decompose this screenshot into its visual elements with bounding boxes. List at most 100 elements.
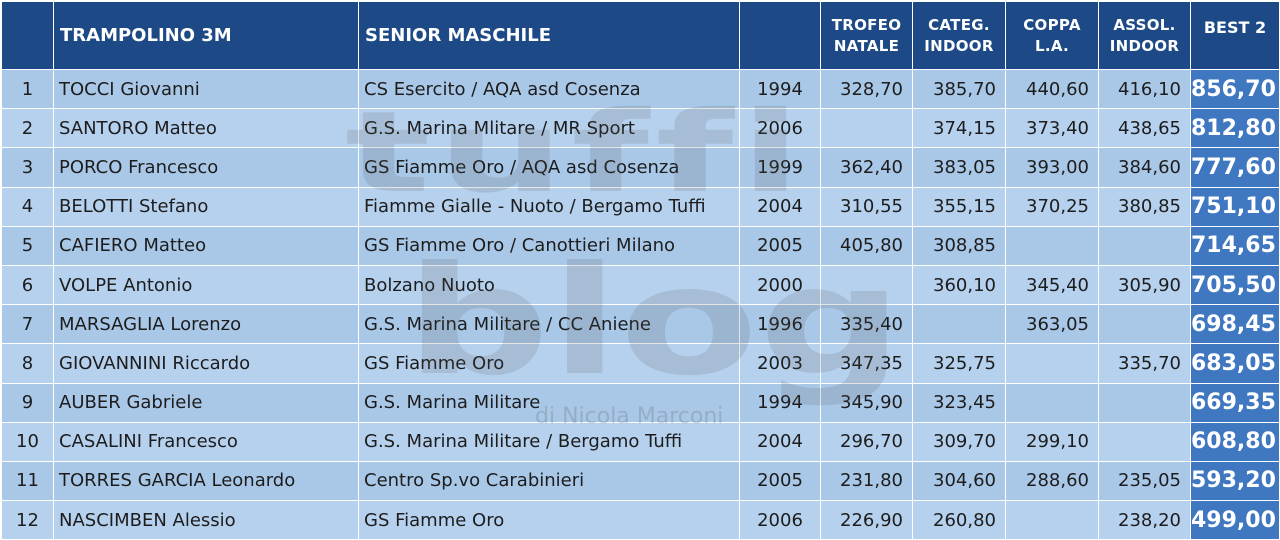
row-position: 3: [1, 147, 54, 188]
club-name: G.S. Marina Militare / Bergamo Tuffi: [358, 421, 740, 462]
header-assol-line2: INDOOR: [1109, 36, 1180, 55]
birth-year: 1999: [739, 147, 821, 188]
score-trofeo-natale: 347,35: [820, 343, 913, 384]
score-assol-indoor: 305,90: [1098, 264, 1191, 306]
club-name: GS Fiamme Oro / AQA asd Cosenza: [358, 147, 740, 188]
score-trofeo-natale: [820, 264, 913, 306]
row-position: 9: [1, 382, 54, 423]
score-assol-indoor: [1098, 304, 1191, 345]
score-trofeo-natale: 310,55: [820, 186, 913, 227]
athlete-name: SANTORO Matteo: [53, 108, 359, 149]
athlete-name: CAFIERO Matteo: [53, 225, 359, 266]
score-assol-indoor: 416,10: [1098, 68, 1191, 110]
score-categ-indoor: 323,45: [912, 382, 1006, 423]
score-categ-indoor: 374,15: [912, 108, 1006, 149]
athlete-name: GIOVANNINI Riccardo: [53, 343, 359, 384]
table-row: 9 AUBER Gabriele G.S. Marina Militare 1994 3…: [1, 382, 1280, 423]
athlete-name: TOCCI Giovanni: [53, 68, 359, 110]
birth-year: 1996: [739, 304, 821, 345]
score-assol-indoor: 335,70: [1098, 343, 1191, 384]
score-categ-indoor: 355,15: [912, 186, 1006, 227]
table-row: 7 MARSAGLIA Lorenzo G.S. Marina Militare /…: [1, 304, 1280, 345]
score-best2: 608,80: [1190, 421, 1280, 462]
header-row: TRAMPOLINO 3M SENIOR MASCHILE TROFEO NATA…: [1, 1, 1280, 70]
score-coppa-la: 363,05: [1005, 304, 1099, 345]
score-coppa-la: [1005, 343, 1099, 384]
score-trofeo-natale: 226,90: [820, 500, 913, 540]
header-coppa-la: COPPA L.A.: [1005, 1, 1099, 70]
birth-year: 1994: [739, 68, 821, 110]
score-coppa-la: [1005, 382, 1099, 423]
row-position: 5: [1, 225, 54, 266]
score-coppa-la: 345,40: [1005, 264, 1099, 306]
athlete-name: AUBER Gabriele: [53, 382, 359, 423]
score-coppa-la: 370,25: [1005, 186, 1099, 227]
club-name: G.S. Marina Militare / CC Aniene: [358, 304, 740, 345]
header-trofeo-line2: NATALE: [833, 36, 900, 55]
header-coppa-line1: COPPA: [1023, 15, 1081, 34]
header-assol-indoor: ASSOL. INDOOR: [1098, 1, 1191, 70]
club-name: GS Fiamme Oro / Canottieri Milano: [358, 225, 740, 266]
club-name: GS Fiamme Oro: [358, 343, 740, 384]
score-best2: 751,10: [1190, 186, 1280, 227]
birth-year: 2005: [739, 225, 821, 266]
score-categ-indoor: [912, 304, 1006, 345]
row-position: 4: [1, 186, 54, 227]
header-assol-line1: ASSOL.: [1113, 15, 1176, 34]
header-categ-line2: INDOOR: [924, 36, 994, 55]
score-categ-indoor: 304,60: [912, 460, 1006, 502]
score-categ-indoor: 385,70: [912, 68, 1006, 110]
score-best2: 705,50: [1190, 264, 1280, 306]
score-categ-indoor: 260,80: [912, 500, 1006, 540]
score-coppa-la: 373,40: [1005, 108, 1099, 149]
table-row: 6 VOLPE Antonio Bolzano Nuoto 2000 360,10 345…: [1, 264, 1280, 306]
score-trofeo-natale: 328,70: [820, 68, 913, 110]
header-category: SENIOR MASCHILE: [358, 1, 740, 70]
row-position: 2: [1, 108, 54, 149]
score-assol-indoor: 238,20: [1098, 500, 1191, 540]
score-assol-indoor: [1098, 382, 1191, 423]
header-event: TRAMPOLINO 3M: [53, 1, 359, 70]
score-trofeo-natale: [820, 108, 913, 149]
birth-year: 2006: [739, 108, 821, 149]
birth-year: 2000: [739, 264, 821, 306]
score-best2: 812,80: [1190, 108, 1280, 149]
athlete-name: BELOTTI Stefano: [53, 186, 359, 227]
table-row: 11 TORRES GARCIA Leonardo Centro Sp.vo Car…: [1, 460, 1280, 502]
athlete-name: CASALINI Francesco: [53, 421, 359, 462]
header-trofeo-natale: TROFEO NATALE: [820, 1, 913, 70]
score-assol-indoor: [1098, 421, 1191, 462]
club-name: Centro Sp.vo Carabinieri: [358, 460, 740, 502]
table-row: 1 TOCCI Giovanni CS Esercito / AQA asd Cos…: [1, 68, 1280, 110]
row-position: 11: [1, 460, 54, 502]
score-assol-indoor: 384,60: [1098, 147, 1191, 188]
club-name: Fiamme Gialle - Nuoto / Bergamo Tuffi: [358, 186, 740, 227]
score-assol-indoor: 235,05: [1098, 460, 1191, 502]
birth-year: 2005: [739, 460, 821, 502]
score-categ-indoor: 308,85: [912, 225, 1006, 266]
score-coppa-la: 288,60: [1005, 460, 1099, 502]
score-trofeo-natale: 296,70: [820, 421, 913, 462]
score-coppa-la: 440,60: [1005, 68, 1099, 110]
birth-year: 2006: [739, 500, 821, 540]
table-row: 2 SANTORO Matteo G.S. Marina Mlitare / MR …: [1, 108, 1280, 149]
score-best2: 499,00: [1190, 500, 1280, 540]
header-coppa-line2: L.A.: [1034, 36, 1070, 55]
score-coppa-la: 393,00: [1005, 147, 1099, 188]
score-trofeo-natale: 362,40: [820, 147, 913, 188]
table-row: 5 CAFIERO Matteo GS Fiamme Oro / Canottier…: [1, 225, 1280, 266]
header-categ-indoor: CATEG. INDOOR: [912, 1, 1006, 70]
score-trofeo-natale: 345,90: [820, 382, 913, 423]
score-best2: 669,35: [1190, 382, 1280, 423]
header-year: [739, 1, 821, 70]
score-categ-indoor: 360,10: [912, 264, 1006, 306]
score-assol-indoor: [1098, 225, 1191, 266]
athlete-name: PORCO Francesco: [53, 147, 359, 188]
score-best2: 777,60: [1190, 147, 1280, 188]
score-trofeo-natale: 405,80: [820, 225, 913, 266]
score-assol-indoor: 438,65: [1098, 108, 1191, 149]
athlete-name: TORRES GARCIA Leonardo: [53, 460, 359, 502]
header-pos: [1, 1, 54, 70]
row-position: 10: [1, 421, 54, 462]
club-name: G.S. Marina Mlitare / MR Sport: [358, 108, 740, 149]
